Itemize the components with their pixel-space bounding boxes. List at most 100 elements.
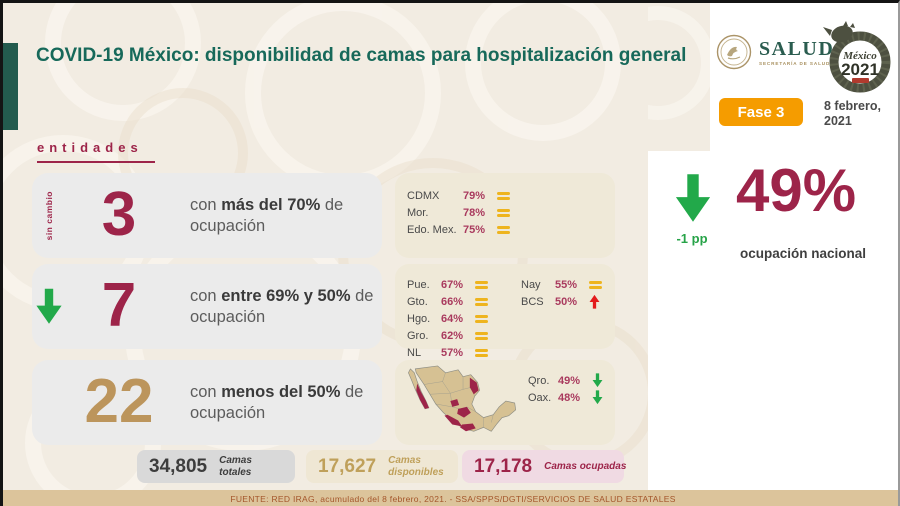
row-mid-occupancy: 7 con entre 69% y 50% de ocupación [32, 264, 382, 349]
desc-pre: con [190, 195, 222, 214]
state-value: 55% [555, 278, 578, 291]
row-high-occupancy: sin cambio 3 con más del 70% de ocupació… [32, 173, 382, 258]
state-value: 79% [463, 189, 486, 202]
state-name: BCS [521, 295, 544, 308]
section-label: entidades [37, 140, 143, 155]
states-low-list: Qro. 49% Oax. 48% [528, 372, 603, 406]
phase-badge: Fase 3 [719, 98, 803, 126]
emblem-year-text: 2021 [841, 60, 879, 79]
state-name: Hgo. [407, 312, 431, 325]
count-high-occupancy: 3 [101, 180, 137, 250]
no-change-icon [475, 280, 488, 289]
desc-bold: menos del 50% [221, 382, 341, 401]
national-occupancy-value: 49% [736, 157, 857, 224]
state-row: BCS 50% [521, 293, 602, 310]
state-name: Qro. [528, 374, 550, 387]
emblem-country-text: México [842, 50, 877, 62]
state-value: 62% [441, 329, 464, 342]
state-value: 49% [558, 374, 581, 387]
desc-high-occupancy: con más del 70% de ocupación [190, 195, 388, 236]
desc-post: de ocupación [190, 195, 344, 235]
no-change-icon [475, 348, 488, 357]
state-row: CDMX 79% [407, 187, 603, 204]
report-date-line2: 2021 [824, 114, 852, 128]
desc-post: de ocupación [190, 382, 364, 422]
salud-wordmark-block: SALUD SECRETARÍA DE SALUD [759, 39, 834, 66]
states-column-1: Pue. 67% Gto. 66% Hgo. 64% Gro. 62% NL 57% [407, 276, 511, 359]
down-arrow-icon [35, 288, 63, 326]
state-row: Gto. 66% [407, 293, 511, 310]
no-change-icon [475, 314, 488, 323]
state-row: Mor. 78% [407, 204, 603, 221]
desc-bold: más del 70% [221, 195, 321, 214]
desc-low-occupancy: con menos del 50% de ocupación [190, 382, 388, 423]
salud-seal-icon [716, 34, 752, 70]
state-value: 78% [463, 206, 486, 219]
states-column-2: Nay 55% BCS 50% [521, 276, 602, 337]
state-value: 67% [441, 278, 464, 291]
row-low-occupancy: 22 con menos del 50% de ocupación [32, 360, 382, 445]
states-high-occupancy: CDMX 79% Mor. 78% Edo. Mex. 75% [395, 173, 615, 258]
count-low-occupancy: 22 [84, 367, 154, 437]
background-pattern-top [648, 3, 710, 151]
national-delta: -1 pp [676, 231, 708, 246]
report-date: 8 febrero, 2021 [824, 99, 881, 129]
state-value: 66% [441, 295, 464, 308]
occupied-beds-value: 17,178 [474, 455, 533, 477]
salud-logo: SALUD SECRETARÍA DE SALUD [715, 33, 834, 71]
mexico-2021-emblem: México 2021 [823, 21, 891, 93]
no-change-icon [475, 331, 488, 340]
state-row: Qro. 49% [528, 372, 603, 389]
state-row: Edo. Mex. 75% [407, 221, 603, 238]
state-row: Gro. 62% [407, 327, 511, 344]
state-row: Oax. 48% [528, 389, 603, 406]
state-name: NL [407, 346, 422, 359]
state-value: 48% [558, 391, 581, 404]
state-name: Gto. [407, 295, 428, 308]
state-name: Oax. [528, 391, 552, 404]
national-occupancy-caption: ocupación nacional [740, 246, 867, 261]
available-beds-value: 17,627 [318, 455, 377, 477]
desc-pre: con [190, 382, 222, 401]
state-name: Nay [521, 278, 541, 291]
page-title: COVID-19 México: disponibilidad de camas… [36, 45, 687, 66]
desc-mid-occupancy: con entre 69% y 50% de ocupación [190, 286, 388, 327]
down-arrow-icon [592, 373, 603, 388]
no-change-side-label: sin cambio [44, 190, 54, 241]
state-name: Gro. [407, 329, 429, 342]
state-value: 64% [441, 312, 464, 325]
up-arrow-icon [589, 294, 600, 309]
no-change-icon [497, 225, 510, 234]
mexico-map [408, 365, 517, 432]
title-accent-bar [3, 43, 18, 130]
total-beds-label: Camas totales [219, 455, 252, 478]
section-underline [37, 161, 155, 163]
swirl-pattern-graphic [648, 6, 710, 120]
total-beds-pill: 34,805 Camas totales [137, 450, 295, 483]
desc-pre: con [190, 286, 222, 305]
available-beds-label: Camas disponibles [388, 455, 444, 478]
salud-wordmark: SALUD [759, 37, 835, 60]
states-mid-occupancy: Pue. 67% Gto. 66% Hgo. 64% Gro. 62% NL 57% Na… [395, 264, 615, 359]
source-footer: FUENTE: RED IRAG, acumulado del 8 febrer… [3, 490, 898, 506]
state-value: 57% [441, 346, 464, 359]
down-arrow-icon [592, 390, 603, 405]
national-down-arrow-icon [674, 174, 712, 229]
occupied-beds-pill: 17,178 Camas ocupadas [462, 450, 627, 483]
desc-bold: entre 69% y 50% [221, 286, 351, 305]
salud-subtitle: SECRETARÍA DE SALUD [759, 60, 831, 66]
state-value: 50% [555, 295, 578, 308]
state-name: Pue. [407, 278, 430, 291]
state-name: CDMX [407, 189, 440, 202]
no-change-icon [589, 280, 602, 289]
desc-post: de ocupación [190, 286, 374, 326]
no-change-icon [475, 297, 488, 306]
occupied-beds-label: Camas ocupadas [544, 460, 627, 472]
state-name: Edo. Mex. [407, 223, 457, 236]
state-value: 75% [463, 223, 486, 236]
state-row: NL 57% [407, 344, 511, 361]
state-name: Mor. [407, 206, 429, 219]
states-low-occupancy: Qro. 49% Oax. 48% [395, 360, 615, 445]
count-mid-occupancy: 7 [101, 271, 137, 341]
